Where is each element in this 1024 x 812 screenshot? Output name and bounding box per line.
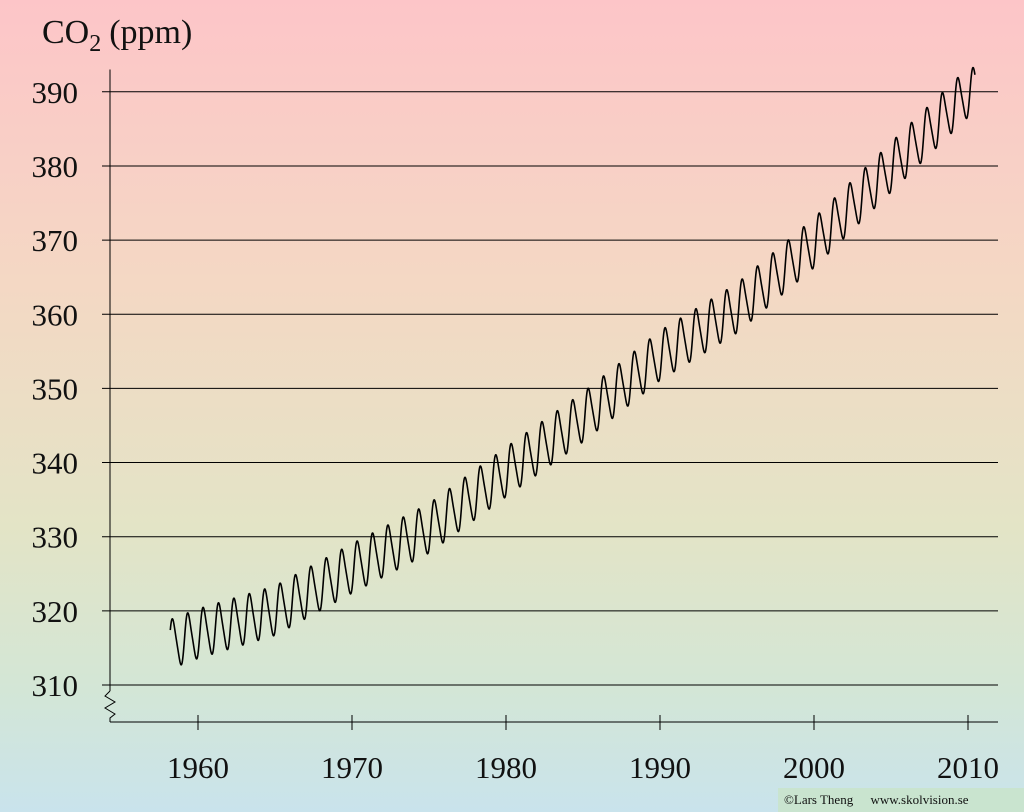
y-tick-labels: 310 320 330 340 350 360 370 380 390 [32, 75, 79, 703]
x-tick-label-2010: 2010 [937, 750, 999, 785]
credit-site: www.skolvision.se [870, 792, 969, 807]
chart-title-subscript: 2 [89, 31, 101, 57]
chart-title-unit: (ppm) [109, 14, 192, 51]
y-axis-break [104, 690, 116, 722]
x-tick-labels: 1960 1970 1980 1990 2000 2010 [167, 750, 999, 785]
y-tick-label-370: 370 [32, 223, 79, 258]
x-tick-label-1980: 1980 [475, 750, 537, 785]
axes [104, 69, 998, 730]
y-tick-label-340: 340 [32, 446, 79, 481]
y-tick-label-330: 330 [32, 520, 79, 555]
x-tick-label-1960: 1960 [167, 750, 229, 785]
x-tick-label-1990: 1990 [629, 750, 691, 785]
credit-bar: ©Lars Theng www.skolvision.se [778, 788, 1024, 812]
y-tick-label-390: 390 [32, 75, 79, 110]
x-tick-label-2000: 2000 [783, 750, 845, 785]
chart-title-base: CO [42, 14, 89, 51]
y-tick-label-320: 320 [32, 594, 79, 629]
y-tick-label-380: 380 [32, 149, 79, 184]
chart-title: CO2 (ppm) [42, 14, 192, 57]
co2-series-line [169, 66, 976, 666]
y-tick-label-350: 350 [32, 371, 79, 406]
grid-lines [102, 91, 998, 686]
y-tick-label-360: 360 [32, 297, 79, 332]
credit-author: ©Lars Theng [784, 792, 854, 807]
x-tick-label-1970: 1970 [321, 750, 383, 785]
y-tick-label-310: 310 [32, 668, 79, 703]
